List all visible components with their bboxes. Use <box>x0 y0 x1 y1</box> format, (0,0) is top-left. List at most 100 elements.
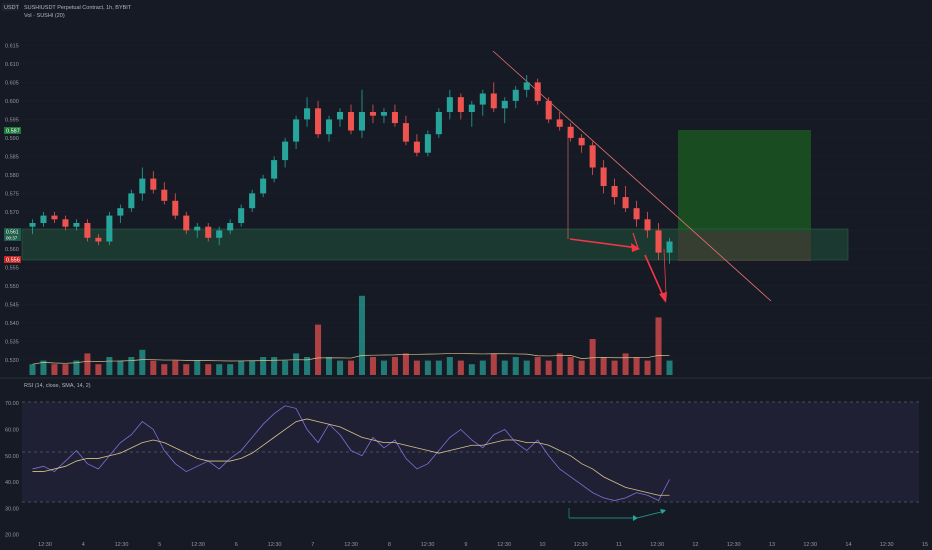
volume-bar <box>260 357 267 375</box>
candle-body <box>490 93 497 109</box>
volume-bar <box>117 360 124 375</box>
candle-body <box>271 160 278 179</box>
candle-body <box>205 226 212 238</box>
volume-bar <box>578 360 585 375</box>
volume-bar <box>336 360 344 375</box>
candle-body <box>304 108 311 120</box>
volume-bar <box>227 364 234 375</box>
volume-bar <box>128 357 135 375</box>
candle-body <box>655 230 662 253</box>
candle-body <box>666 241 673 253</box>
currency-badge[interactable] <box>2 3 19 11</box>
volume-bar <box>369 357 376 375</box>
candle-body <box>556 119 563 127</box>
volume-bar <box>468 364 475 375</box>
rsi-legend[interactable]: RSI (14, close, SMA, 14, 2) <box>24 383 91 389</box>
candle-body <box>40 215 47 223</box>
time-tick-label: 6 <box>235 542 238 548</box>
candle-body <box>194 226 201 231</box>
volume-bars <box>29 295 673 375</box>
candle-body <box>424 134 431 153</box>
time-tick-label: 12:30 <box>880 542 894 548</box>
candle-body <box>249 193 256 209</box>
volume-bar <box>402 353 409 375</box>
price-tick-label: 0.610 <box>5 62 19 68</box>
volume-bar <box>666 360 673 375</box>
candle-body <box>326 119 333 135</box>
candle-body <box>128 193 135 209</box>
rsi-tick-label: 50.00 <box>5 454 19 460</box>
rsi-divergence-arrow[interactable] <box>568 508 666 521</box>
time-tick-label: 12:30 <box>497 542 511 548</box>
price-tick-label: 0.615 <box>5 43 19 49</box>
price-tick-label: 0.600 <box>5 99 19 105</box>
price-tick-label: 0.560 <box>5 247 19 253</box>
candle-body <box>358 112 366 131</box>
time-tick-label: 12:30 <box>191 542 205 548</box>
candle-body <box>282 141 289 161</box>
time-tick-label: 12:30 <box>421 542 435 548</box>
volume-bar <box>73 360 80 375</box>
volume-legend[interactable]: Vol · SUSHI (20) <box>24 13 65 19</box>
rsi-tick-label: 30.00 <box>5 506 19 512</box>
candle-body <box>315 108 322 135</box>
rsi-tick-label: 40.00 <box>5 480 19 486</box>
price-tick-label: 0.570 <box>5 210 19 216</box>
volume-bar <box>534 357 541 375</box>
candle-body <box>446 97 453 112</box>
candle-body <box>501 100 508 109</box>
candle-body <box>139 178 146 194</box>
support-zone <box>21 228 849 261</box>
candles <box>29 75 673 264</box>
candle-body <box>479 93 486 105</box>
price-axis: 0.615 0.610 0.605 0.600 0.595 0.590 0.585 0.580… <box>5 43 19 364</box>
volume-bar <box>655 317 662 375</box>
stop-price-badge <box>4 256 21 263</box>
candle-body <box>413 141 420 153</box>
candle-body <box>336 112 344 120</box>
candle-body <box>73 223 80 227</box>
time-tick-label: 12:30 <box>574 542 588 548</box>
candle-body <box>622 197 629 209</box>
volume-bar <box>512 357 519 375</box>
candle-body <box>512 89 519 101</box>
current-price-label: 0.561 <box>6 230 19 236</box>
time-tick-label: 13 <box>769 542 775 548</box>
price-tick-label: 0.530 <box>5 358 19 364</box>
candle-body <box>633 208 640 220</box>
candle-body <box>106 215 113 242</box>
volume-bar <box>545 360 552 375</box>
volume-ma-line <box>32 353 670 365</box>
time-tick-label: 12:30 <box>650 542 664 548</box>
volume-bar <box>644 360 651 375</box>
volume-bar <box>479 360 486 375</box>
volume-bar <box>523 360 530 375</box>
volume-bar <box>446 357 453 375</box>
drawing-arrows[interactable] <box>569 232 667 303</box>
volume-bar <box>161 364 168 375</box>
symbol-title[interactable]: SUSHIUSDT Perpetual Contract, 1h, BYBIT <box>24 5 132 11</box>
candle-body <box>523 82 530 90</box>
candle-body <box>293 119 300 142</box>
price-tick-label: 0.595 <box>5 117 19 123</box>
candle-body <box>457 97 464 112</box>
price-tick-label: 0.590 <box>5 136 19 142</box>
time-tick-label: 8 <box>388 542 391 548</box>
candle-body <box>84 223 91 238</box>
volume-bar <box>139 349 146 375</box>
volume-bar <box>150 360 157 375</box>
volume-bar <box>611 360 618 375</box>
candle-body <box>161 189 168 201</box>
volume-bar <box>62 364 69 375</box>
volume-bar <box>271 357 278 375</box>
volume-bar <box>501 360 508 375</box>
rsi-axis: 70.00 60.00 50.00 40.00 30.00 20.00 <box>5 401 19 539</box>
candle-body <box>611 186 618 198</box>
countdown-label: 00:37 <box>6 236 18 241</box>
time-tick-label: 12 <box>692 542 698 548</box>
volume-bar <box>29 364 36 375</box>
volume-bar <box>633 357 640 375</box>
time-tick-label: 14 <box>845 542 851 548</box>
time-tick-label: 10 <box>539 542 545 548</box>
